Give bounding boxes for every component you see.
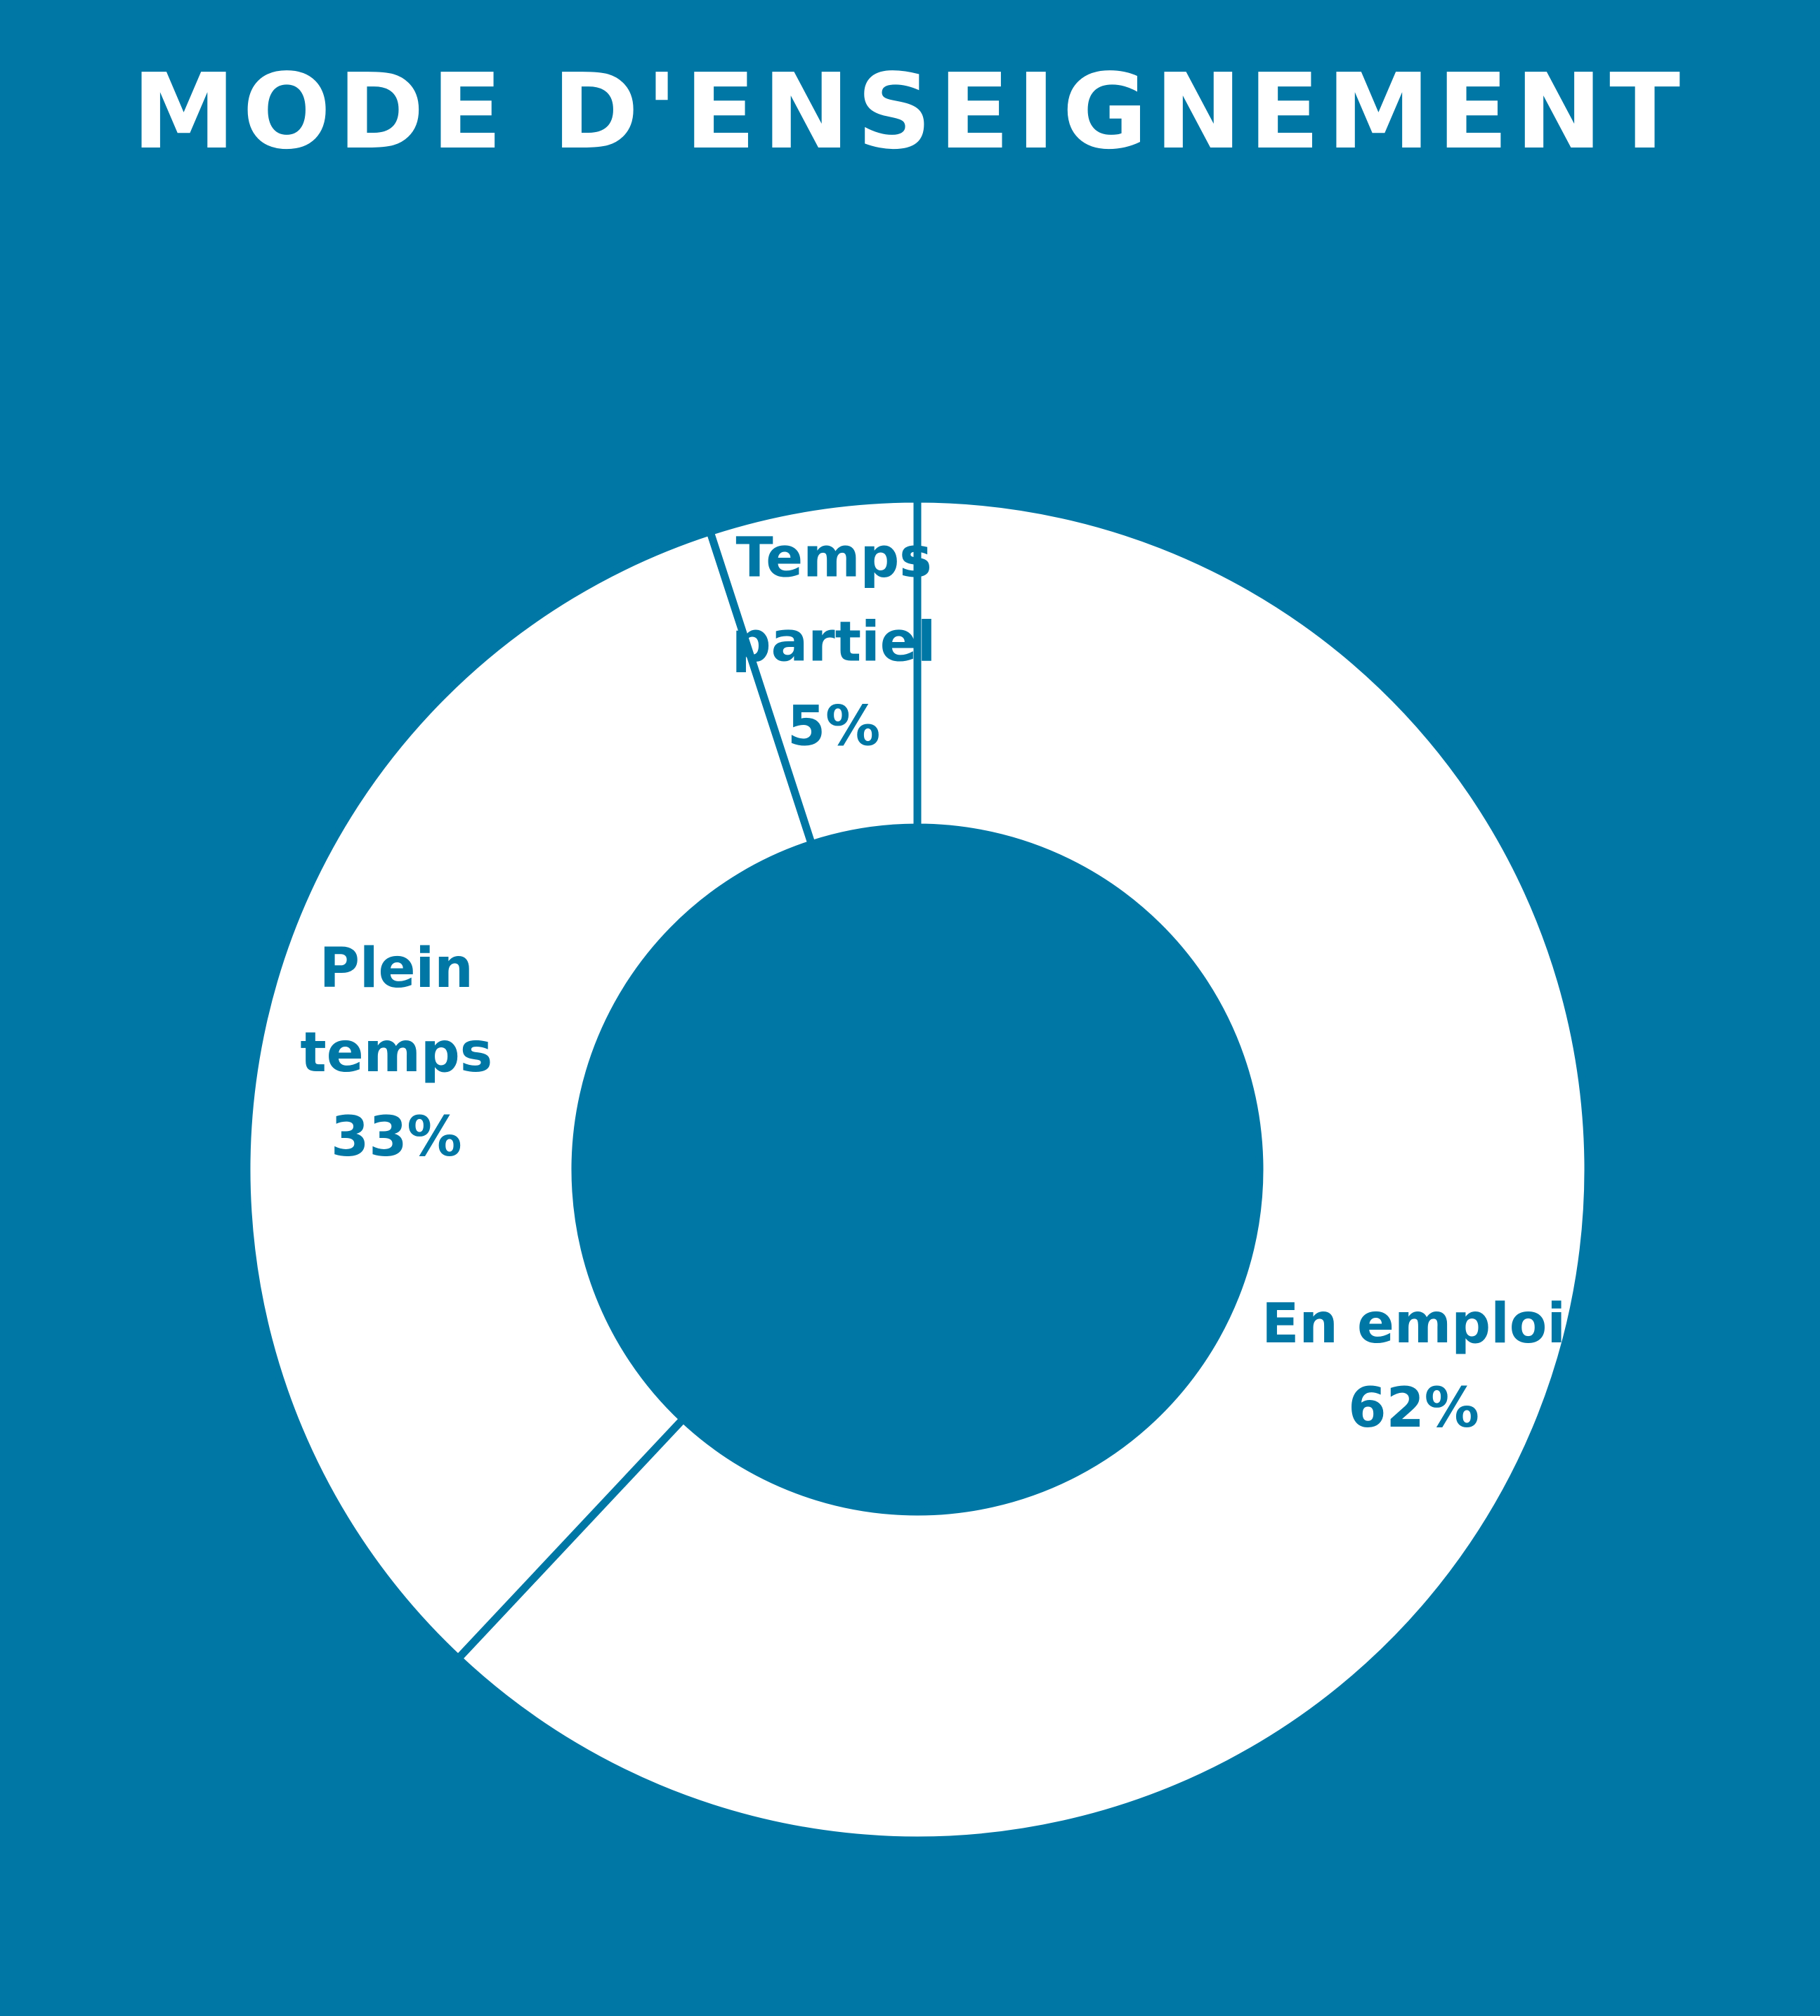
chart-title: MODE D'ENSEIGNEMENT bbox=[132, 51, 1687, 172]
slice-label-line: partiel bbox=[732, 610, 936, 674]
donut-slices bbox=[242, 495, 1592, 1845]
slice-label-line: 62% bbox=[1348, 1377, 1479, 1440]
slice-label-line: Temps bbox=[735, 526, 931, 589]
slice-en-emploi bbox=[452, 495, 1592, 1845]
slice-temps-partiel bbox=[705, 495, 922, 849]
slice-label-line: Plein bbox=[320, 937, 473, 1000]
slice-label-line: 33% bbox=[331, 1106, 462, 1169]
slice-label-line: 5% bbox=[787, 695, 880, 758]
slice-labels: En emploi 62% Plein temps 33% Temps partiel 5% bbox=[300, 526, 1566, 1439]
slice-label-temps-partiel: Temps partiel 5% bbox=[732, 526, 936, 758]
slice-label-line: En emploi bbox=[1262, 1292, 1566, 1356]
slice-label-en-emploi: En emploi 62% bbox=[1262, 1292, 1566, 1440]
slice-label-line: temps bbox=[300, 1021, 492, 1085]
slice-label-plein-temps: Plein temps 33% bbox=[300, 937, 492, 1169]
slice-plein-temps bbox=[242, 526, 817, 1664]
